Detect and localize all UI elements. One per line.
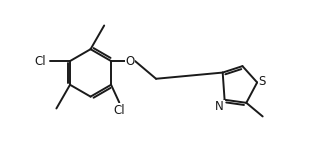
Text: O: O: [125, 55, 135, 68]
Text: Cl: Cl: [114, 104, 125, 117]
Text: S: S: [259, 75, 266, 88]
Text: N: N: [215, 100, 224, 113]
Text: Cl: Cl: [35, 55, 46, 68]
